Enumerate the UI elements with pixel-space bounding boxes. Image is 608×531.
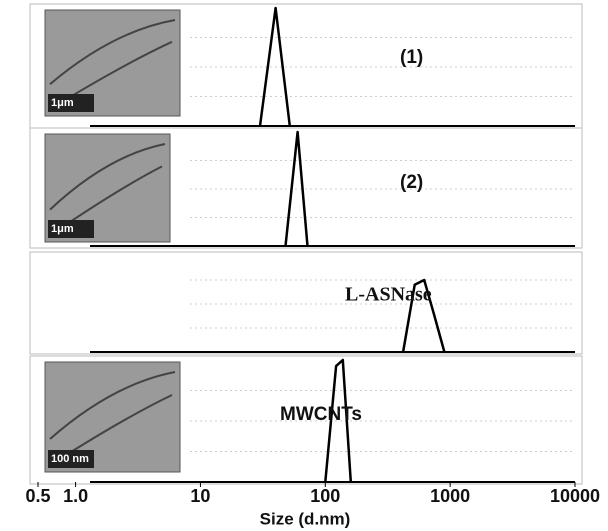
panel-label: L-ASNase xyxy=(345,284,432,306)
panel-label: MWCNTs xyxy=(280,404,362,425)
x-tick-label: 10 xyxy=(190,486,210,506)
panel-frame xyxy=(30,252,582,354)
panel-label: (2) xyxy=(400,172,423,193)
x-tick-label: 10000 xyxy=(550,486,600,506)
scale-bar-label: 1μm xyxy=(51,97,74,109)
x-tick-label: 100 xyxy=(310,486,340,506)
scale-bar-label: 100 nm xyxy=(51,453,89,465)
chart: Size (d.nm) (1) 1μm (2) 1μm L-ASNase MWCNTs 10… xyxy=(0,0,608,531)
panel-label: (1) xyxy=(400,47,423,68)
x-tick-label: 1000 xyxy=(430,486,470,506)
x-tick-label: 0.5 xyxy=(25,486,50,506)
x-tick-label: 1.0 xyxy=(63,486,88,506)
scale-bar-label: 1μm xyxy=(51,223,74,235)
x-axis-label: Size (d.nm) xyxy=(260,509,351,528)
